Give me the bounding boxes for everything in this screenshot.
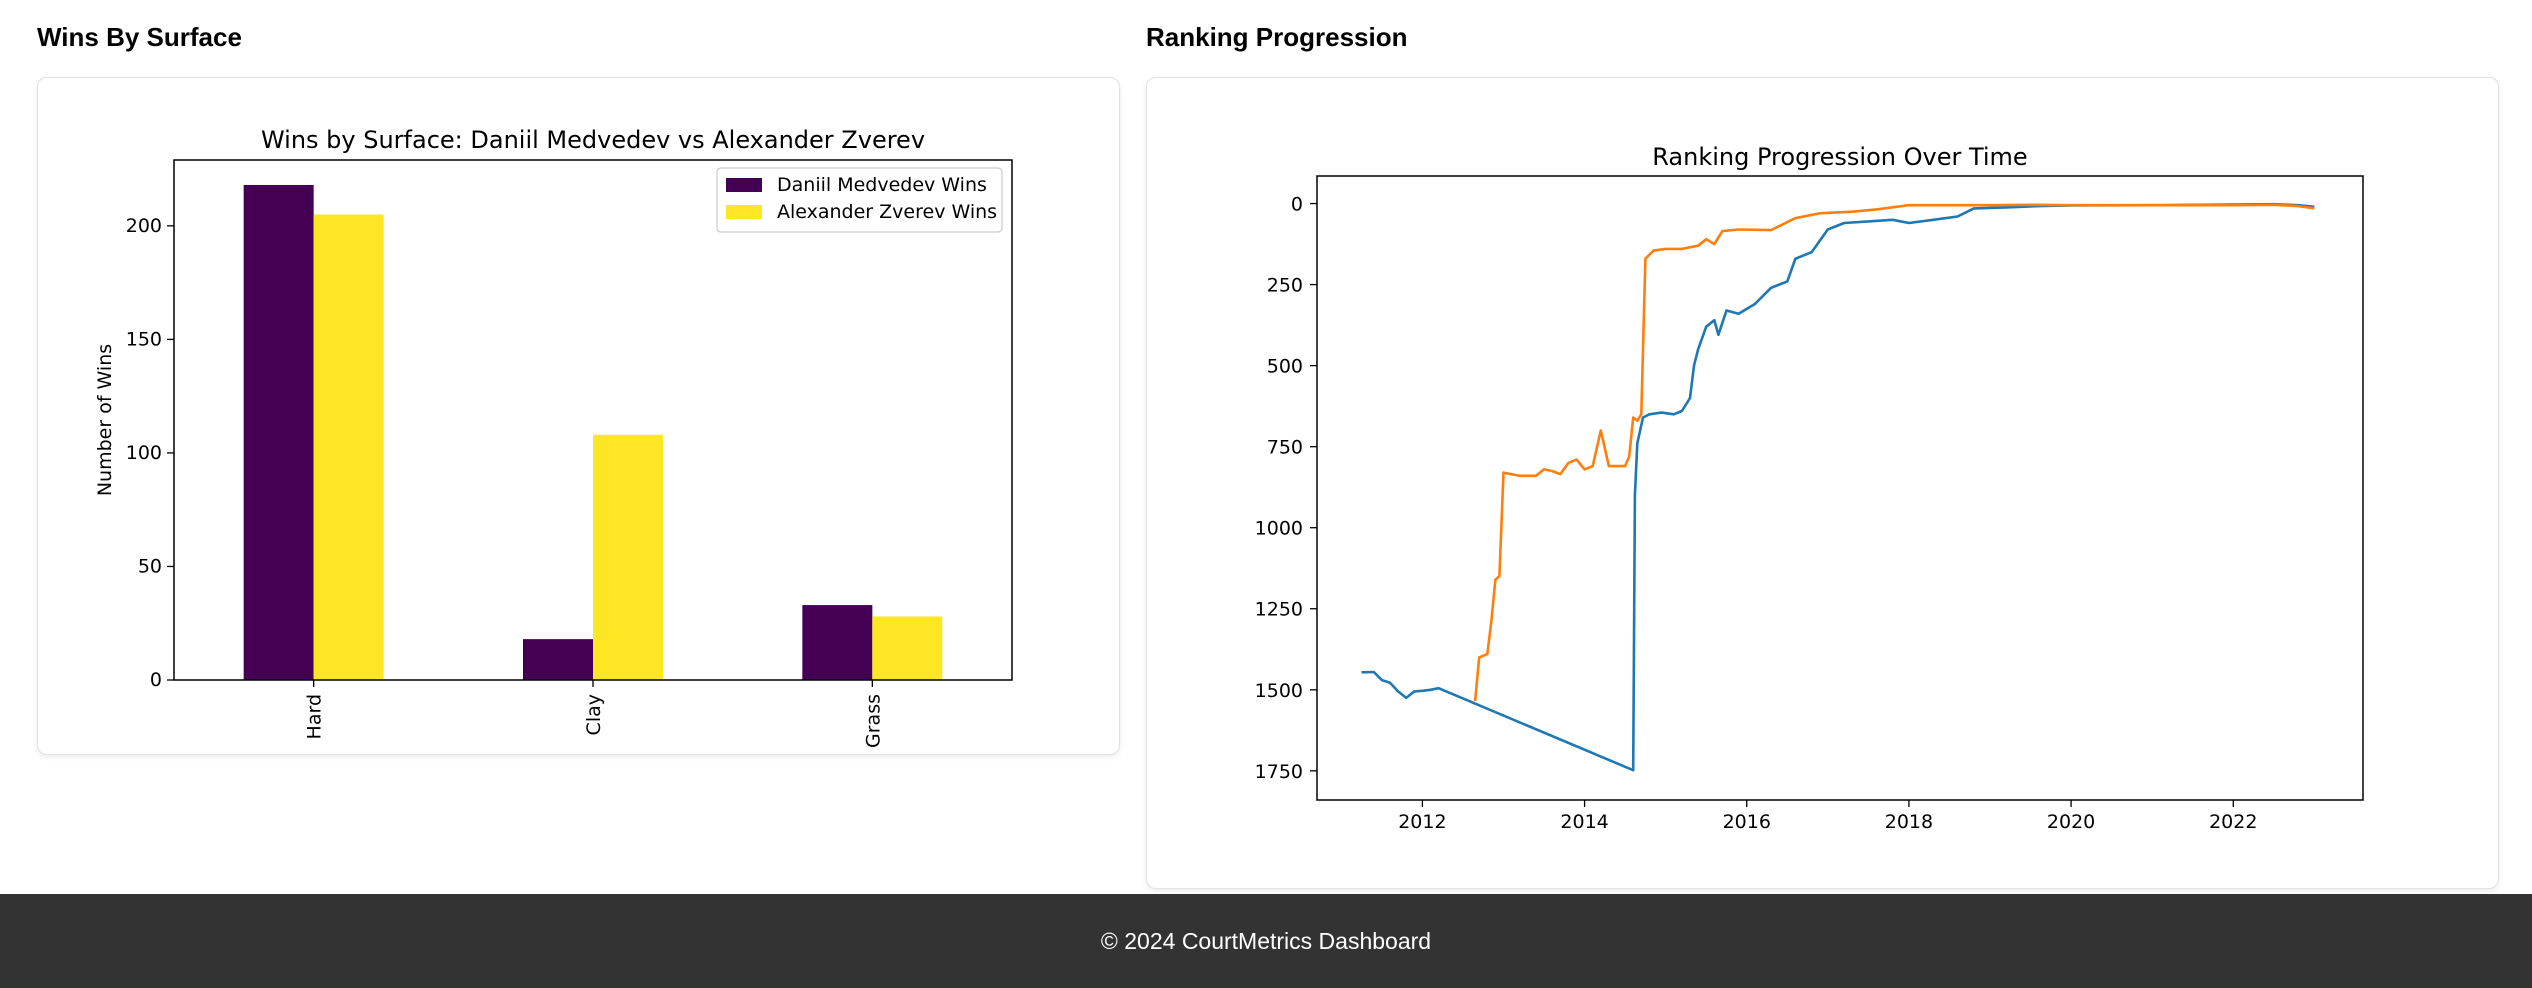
bar-y-tick-label: 0	[150, 669, 162, 691]
footer-text: © 2024 CourtMetrics Dashboard	[1100, 927, 1432, 954]
bar-hard-series-1	[243, 184, 314, 681]
bar-clay-series-1	[523, 639, 593, 680]
bar-clay-series-2	[593, 434, 663, 680]
bar-chart-title: Wins by Surface: Daniil Medvedev vs Alex…	[261, 126, 925, 154]
line-x-tick-label: 2016	[1723, 811, 1771, 833]
section-title-ranking-progression: Ranking Progression	[1146, 22, 1408, 52]
line-x-tick-label: 2014	[1560, 811, 1608, 833]
line-y-tick-label: 1000	[1255, 518, 1303, 540]
bar-chart-y-label: Number of Wins	[94, 344, 116, 496]
line-y-tick-label: 1500	[1255, 680, 1303, 702]
bar-y-tick-label: 50	[138, 555, 162, 577]
bar-legend-label-2: Alexander Zverev Wins	[777, 201, 997, 223]
line-x-tick-label: 2018	[1885, 811, 1933, 833]
line-y-tick-label: 500	[1267, 356, 1303, 378]
section-title-wins-by-surface: Wins By Surface	[37, 22, 242, 52]
bar-legend-swatch-2	[726, 205, 762, 219]
bar-y-tick-label: 150	[126, 328, 162, 350]
bar-legend-swatch-1	[726, 178, 762, 192]
line-x-tick-label: 2020	[2047, 811, 2095, 833]
bar-x-tick-label: Clay	[583, 694, 605, 735]
bar-hard-series-2	[313, 214, 384, 681]
bar-grass-series-2	[872, 616, 943, 680]
line-x-tick-label: 2012	[1398, 811, 1446, 833]
bar-y-tick-label: 100	[126, 442, 162, 464]
line-y-tick-label: 0	[1291, 194, 1303, 216]
ranking-line-2	[1473, 203, 2315, 702]
line-chart-title: Ranking Progression Over Time	[1652, 143, 2027, 171]
bar-x-tick-label: Hard	[304, 694, 326, 739]
line-y-tick-label: 1750	[1255, 761, 1303, 783]
line-y-tick-label: 250	[1267, 275, 1303, 297]
line-chart-frame	[1316, 175, 2364, 801]
line-y-tick-label: 750	[1267, 437, 1303, 459]
footer: © 2024 CourtMetrics Dashboard	[0, 894, 2532, 988]
bar-x-tick-label: Grass	[862, 694, 884, 748]
bar-grass-series-1	[802, 605, 873, 680]
ranking-line-1	[1361, 202, 2315, 772]
line-y-tick-label: 1250	[1255, 599, 1303, 621]
bar-legend-box	[716, 167, 1003, 233]
bar-y-tick-label: 200	[126, 215, 162, 237]
line-x-tick-label: 2022	[2209, 811, 2257, 833]
bar-legend-label-1: Daniil Medvedev Wins	[777, 174, 987, 196]
